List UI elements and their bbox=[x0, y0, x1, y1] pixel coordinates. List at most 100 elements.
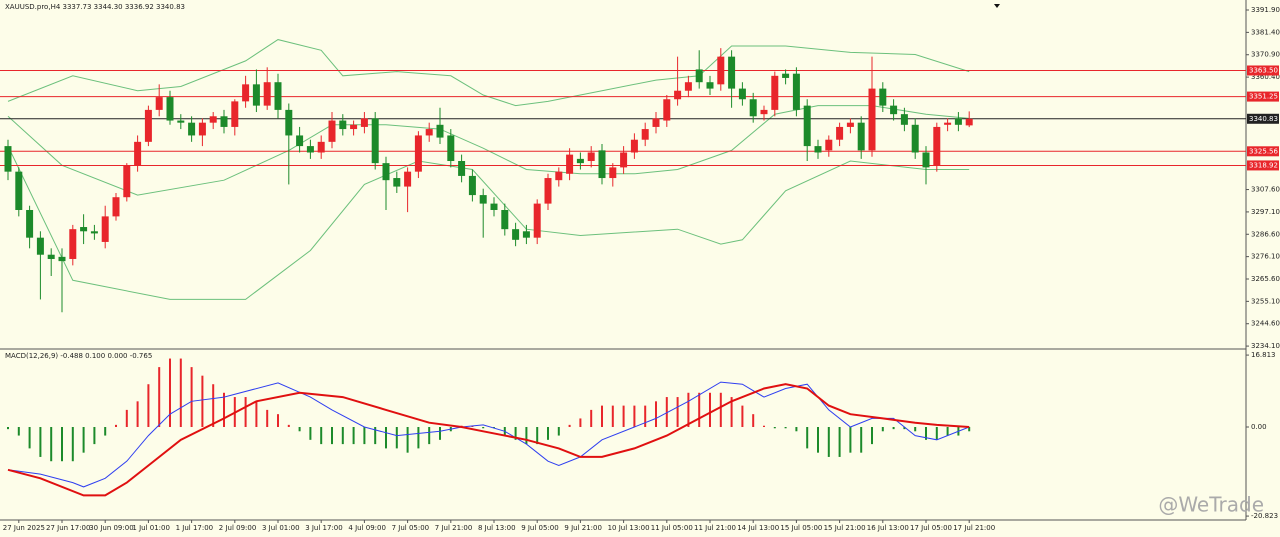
histogram-bar bbox=[817, 427, 819, 453]
y-tick-label: 3255.10 bbox=[1251, 297, 1280, 305]
candle-body bbox=[587, 152, 595, 162]
y-tick-label: 3370.90 bbox=[1251, 51, 1280, 59]
histogram-bar bbox=[601, 405, 603, 428]
histogram-bar bbox=[784, 427, 787, 429]
y-tick-label: 3391.90 bbox=[1251, 6, 1280, 14]
histogram-bar bbox=[925, 427, 927, 440]
level-label: 3318.92 bbox=[1249, 161, 1278, 169]
candle-body bbox=[166, 97, 174, 121]
level-label-box bbox=[1247, 91, 1279, 102]
candle-body bbox=[36, 237, 44, 255]
histogram-bar bbox=[28, 427, 31, 449]
y-tick-label: -20.823 bbox=[1251, 512, 1278, 520]
candle-body bbox=[414, 135, 422, 172]
indicator-line bbox=[7, 105, 970, 196]
x-tick-label: 30 Jun 09:00 bbox=[89, 524, 133, 532]
candle-body bbox=[825, 139, 833, 151]
level-label-box bbox=[1247, 146, 1279, 157]
candle-body bbox=[58, 256, 66, 262]
candle-body bbox=[566, 154, 574, 174]
candle-body bbox=[814, 146, 822, 153]
x-tick-label: 8 Jul 13:00 bbox=[478, 524, 516, 532]
histogram-bar bbox=[719, 392, 722, 428]
histogram-bar bbox=[968, 427, 971, 432]
histogram-bar bbox=[428, 427, 431, 445]
candle-body bbox=[231, 101, 239, 127]
histogram-bar bbox=[827, 427, 830, 457]
candle-body bbox=[868, 88, 876, 151]
histogram-bar bbox=[536, 427, 539, 445]
x-tick-label: 9 Jul 05:00 bbox=[521, 524, 559, 532]
histogram-bar bbox=[730, 397, 733, 428]
candle-body bbox=[965, 118, 973, 126]
candle-body bbox=[771, 75, 779, 110]
candle-body bbox=[749, 99, 757, 117]
histogram-bar bbox=[514, 427, 517, 440]
histogram-bar bbox=[439, 427, 441, 440]
candle-body bbox=[900, 114, 908, 125]
candle-body bbox=[911, 124, 919, 153]
histogram-bar bbox=[709, 392, 711, 428]
histogram-bar bbox=[417, 427, 420, 449]
x-tick-label: 11 Jul 21:00 bbox=[694, 524, 736, 532]
x-tick-label: 15 Jul 21:00 bbox=[824, 524, 866, 532]
candle-body bbox=[846, 122, 854, 127]
x-tick-label: 14 Jul 13:00 bbox=[737, 524, 779, 532]
candle-body bbox=[944, 122, 952, 125]
candle-body bbox=[155, 97, 163, 110]
candle-body bbox=[933, 126, 941, 166]
candle-body bbox=[209, 116, 217, 123]
candle-body bbox=[328, 120, 336, 142]
histogram-bar bbox=[935, 427, 938, 440]
histogram-bar bbox=[773, 427, 776, 429]
histogram-bar bbox=[374, 427, 377, 445]
candle-body bbox=[263, 82, 271, 106]
histogram-bar bbox=[633, 405, 636, 428]
histogram-bar bbox=[903, 427, 906, 430]
histogram-bar bbox=[39, 427, 42, 457]
x-tick-label: 9 Jul 21:00 bbox=[564, 524, 602, 532]
candle-body bbox=[695, 69, 703, 83]
histogram-bar bbox=[169, 358, 171, 428]
histogram-bar bbox=[860, 427, 863, 453]
watermark: @WeTrade bbox=[1158, 493, 1264, 517]
histogram-bar bbox=[525, 427, 528, 445]
candle-body bbox=[738, 88, 746, 100]
candle-body bbox=[890, 105, 898, 115]
candle-body bbox=[576, 158, 584, 164]
histogram-bar bbox=[698, 392, 701, 428]
level-label: 3340.83 bbox=[1249, 115, 1278, 123]
y-tick-label: 3307.60 bbox=[1251, 186, 1280, 194]
shift-marker bbox=[994, 4, 1000, 8]
candle-body bbox=[306, 146, 314, 153]
candle-body bbox=[144, 109, 152, 142]
histogram-bar bbox=[644, 405, 647, 428]
level-label-box bbox=[1247, 65, 1279, 76]
candle-body bbox=[371, 118, 379, 164]
histogram-bar bbox=[687, 392, 690, 428]
histogram-bar bbox=[363, 427, 366, 445]
x-tick-label: 11 Jul 05:00 bbox=[651, 524, 693, 532]
histogram-bar bbox=[946, 427, 949, 436]
candle-body bbox=[47, 254, 55, 259]
candle-body bbox=[522, 231, 530, 238]
histogram-bar bbox=[266, 409, 269, 428]
candle-body bbox=[922, 152, 930, 168]
histogram-bar bbox=[741, 405, 744, 428]
candle-body bbox=[317, 141, 325, 153]
candle-body bbox=[134, 141, 142, 166]
x-tick-label: 1 Jul 17:00 bbox=[176, 524, 214, 532]
candle-body bbox=[630, 139, 638, 153]
histogram-bar bbox=[298, 427, 301, 432]
histogram-bar bbox=[50, 427, 53, 462]
histogram-bar bbox=[104, 427, 107, 436]
candle-body bbox=[220, 116, 228, 127]
x-tick-label: 15 Jul 05:00 bbox=[780, 524, 822, 532]
x-tick-label: 16 Jul 13:00 bbox=[867, 524, 909, 532]
candle-body bbox=[857, 122, 865, 151]
candle-body bbox=[252, 84, 260, 106]
histogram-bar bbox=[320, 427, 323, 445]
candle-body bbox=[555, 171, 563, 181]
candle-body bbox=[458, 161, 466, 176]
